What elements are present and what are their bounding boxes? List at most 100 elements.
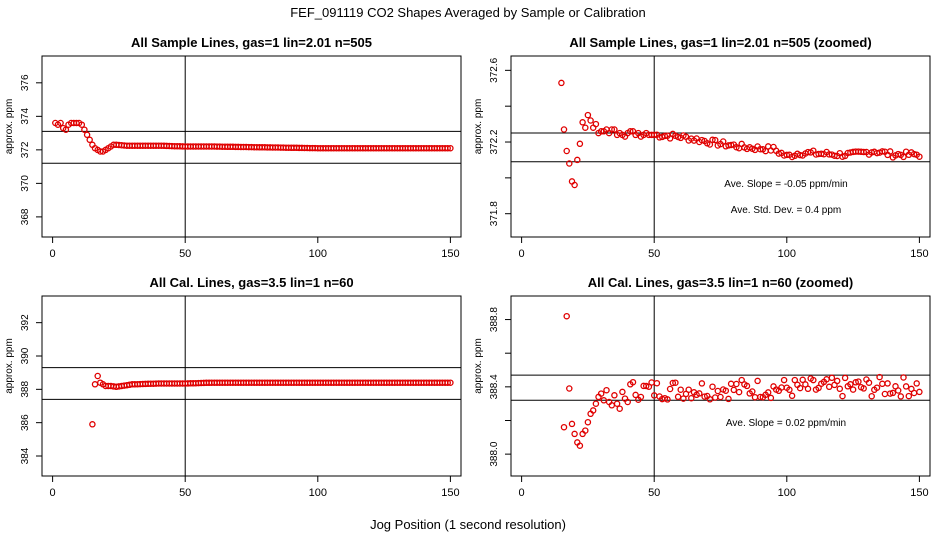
data-point [767,394,775,402]
annotation-text: Ave. Slope = 0.02 ppm/min [726,418,846,429]
data-point [680,395,687,402]
data-point [783,151,791,159]
data-points [89,372,454,428]
data-point [560,126,568,133]
data-point [627,128,634,135]
y-axis-label: approx. ppm [4,99,15,155]
data-point [876,373,883,381]
data-point [560,423,568,431]
data-point [825,383,833,391]
data-point [666,385,674,393]
data-point [611,392,618,399]
y-tick-label: 388 [20,381,31,398]
chart-panel-4: All Cal. Lines, gas=3.5 lin=1 n=60 (zoom… [473,275,931,499]
panel-title: All Sample Lines, gas=1 lin=2.01 n=505 [131,35,372,50]
plot-frame [510,295,931,477]
y-tick-label: 388.0 [489,441,500,466]
data-point [616,405,623,412]
data-point [810,376,817,384]
data-point [905,392,913,400]
data-point [852,379,859,386]
plot-frame [41,55,462,238]
data-point [791,376,799,384]
panel-title: All Cal. Lines, gas=3.5 lin=1 n=60 [149,275,353,290]
data-point [669,379,677,387]
data-point [916,388,923,396]
data-point [558,79,565,87]
data-points [560,312,923,449]
data-point [661,132,669,140]
data-point [900,374,907,381]
chart-panel-2: All Sample Lines, gas=1 lin=2.01 n=505 (… [473,35,931,260]
data-point [568,420,576,428]
data-point [444,144,451,152]
x-tick-label: 150 [910,248,928,260]
data-point [884,380,891,387]
data-point [666,135,674,142]
data-point [664,396,671,403]
y-axis-label: approx. ppm [473,338,484,394]
x-tick-label: 50 [648,487,660,499]
data-point [78,121,86,128]
data-point [836,385,844,393]
data-point [780,376,788,384]
data-point [889,389,897,397]
data-point [711,136,719,144]
data-point [576,140,584,148]
data-point [879,148,886,155]
x-axis-title: Jog Position (1 second resolution) [370,517,566,532]
data-point [674,393,682,401]
data-point [566,160,573,167]
y-tick-label: 386 [20,414,31,431]
data-point [868,392,875,400]
data-point [714,387,722,395]
data-point [94,372,101,380]
data-point [754,377,761,385]
data-point [831,152,838,159]
data-point [727,380,735,388]
x-tick-label: 50 [179,248,191,260]
data-point [624,398,631,406]
x-tick-label: 0 [519,248,525,260]
data-point [751,393,759,401]
data-point [860,148,867,156]
data-point [576,442,584,449]
data-point [592,120,600,128]
data-point [706,141,714,148]
data-point [855,378,862,385]
data-point [894,387,902,394]
x-tick-label: 100 [309,487,327,499]
data-point [849,386,857,393]
data-point [743,382,751,390]
data-point [730,386,738,394]
data-point [584,111,592,119]
y-tick-label: 374 [20,108,31,125]
x-tick-label: 0 [50,248,56,260]
x-tick-label: 0 [50,487,56,499]
data-point [592,400,600,407]
data-point [727,141,735,149]
data-point [913,380,920,387]
x-tick-label: 100 [778,487,796,499]
data-point [632,391,639,399]
annotation-text: Ave. Std. Dev. = 0.4 ppm [731,205,842,216]
data-point [619,388,626,396]
chart-panel-3: All Cal. Lines, gas=3.5 lin=1 n=60 0 50 100… [4,275,462,499]
data-point [57,119,64,127]
data-point [833,377,841,385]
data-point [709,383,716,390]
data-point [733,380,740,388]
data-point [828,374,836,382]
data-point [629,378,637,386]
y-tick-label: 376 [20,74,31,91]
y-axis-label: approx. ppm [4,338,15,394]
panel-title: All Sample Lines, gas=1 lin=2.01 n=505 (… [569,35,871,50]
data-point [879,380,886,388]
data-points [52,119,454,155]
y-tick-label: 370 [20,175,31,192]
data-point [701,393,708,400]
data-point [902,383,910,390]
x-tick-label: 100 [309,248,327,260]
data-point [886,148,894,155]
annotation-text: Ave. Slope = -0.05 ppm/min [724,179,848,190]
